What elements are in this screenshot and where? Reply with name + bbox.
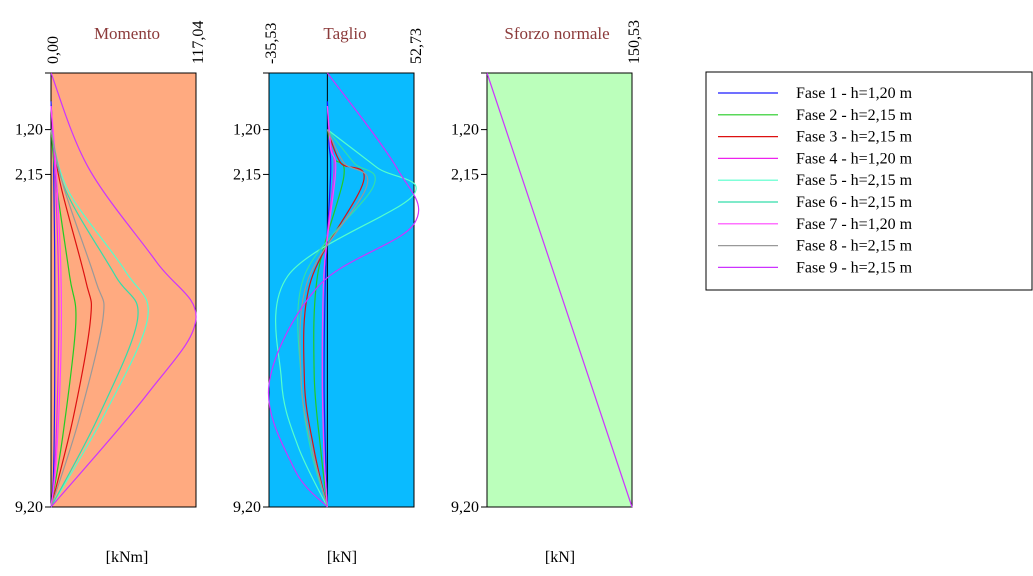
panel-momento-depth-ticks: 1,20 2,15 9,20: [15, 72, 51, 516]
legend-box: [705, 71, 1033, 291]
series-line-4: [50, 105, 60, 508]
panel-momento-xmax: 117,04: [190, 21, 207, 64]
depth-tick-label: 9,20: [451, 499, 479, 516]
panel-momento: Momento 0,00 117,04 [kNm] 1,20 2,15 9,20: [15, 21, 207, 566]
legend-label: Fase 9 - h=2,15 m: [796, 259, 913, 276]
series-line-3: [50, 129, 93, 508]
legend-label: Fase 5 - h=2,15 m: [796, 172, 913, 189]
legend-items: Fase 1 - h=1,20 m Fase 2 - h=2,15 m Fase 3…: [718, 85, 913, 276]
series-line-6: [297, 129, 376, 508]
series-line-7: [321, 105, 337, 508]
panel-taglio-depth-ticks: 1,20 2,15 9,20: [233, 72, 269, 516]
panel-taglio-xmax: 52,73: [408, 28, 425, 64]
panel-taglio-unit: [kN]: [327, 549, 357, 566]
series-line-9: [50, 72, 197, 508]
series-line-3: [303, 129, 365, 508]
panel-sforzo-title: Sforzo normale: [504, 24, 609, 43]
panel-sforzo-normale: Sforzo normale 150,53 [kN] 1,20 2,15 9,20: [451, 20, 643, 566]
depth-tick-label: 1,20: [233, 122, 261, 139]
legend: Fase 1 - h=1,20 m Fase 2 - h=2,15 m Fase 3…: [705, 71, 1033, 291]
series-line-5: [50, 129, 149, 508]
legend-label: Fase 4 - h=1,20 m: [796, 150, 913, 167]
series-line-8: [50, 129, 105, 508]
series-line-6: [50, 129, 139, 508]
depth-tick-label: 9,20: [15, 499, 43, 516]
panel-sforzo-xmax: 150,53: [626, 20, 643, 64]
depth-tick-label: 2,15: [233, 166, 261, 183]
panel-taglio-title: Taglio: [323, 24, 366, 43]
series-line-9: [267, 72, 420, 508]
depth-tick-label: 1,20: [15, 122, 43, 139]
legend-label: Fase 7 - h=1,20 m: [796, 216, 913, 233]
depth-tick-label: 9,20: [233, 499, 261, 516]
panel-sforzo-unit: [kN]: [545, 549, 575, 566]
series-line-1: [323, 101, 332, 508]
series-line-2: [50, 129, 77, 508]
panel-taglio-bg: [268, 72, 415, 508]
depth-tick-label: 2,15: [15, 166, 43, 183]
legend-label: Fase 1 - h=1,20 m: [796, 85, 913, 102]
series-line-5: [275, 129, 417, 508]
legend-label: Fase 8 - h=2,15 m: [796, 238, 913, 255]
panel-taglio-series: [267, 72, 420, 508]
series-line-7: [50, 105, 63, 508]
depth-tick-label: 2,15: [451, 166, 479, 183]
legend-label: Fase 6 - h=2,15 m: [796, 194, 913, 211]
panel-momento-xmin: 0,00: [45, 36, 62, 64]
series-line-9: [486, 72, 633, 508]
legend-label: Fase 2 - h=2,15 m: [796, 107, 913, 124]
panel-taglio-xmin: -35,53: [263, 23, 280, 64]
panel-momento-series: [50, 72, 197, 508]
panel-momento-title: Momento: [94, 24, 160, 43]
panel-sforzo-series: [486, 72, 633, 508]
depth-tick-label: 1,20: [451, 122, 479, 139]
legend-label: Fase 3 - h=2,15 m: [796, 129, 913, 146]
panel-sforzo-depth-ticks: 1,20 2,15 9,20: [451, 72, 487, 516]
panel-taglio: Taglio -35,53 52,73 [kN] 1,20 2,15 9,20: [233, 23, 425, 566]
series-line-8: [299, 129, 369, 508]
panel-momento-unit: [kNm]: [106, 549, 149, 566]
